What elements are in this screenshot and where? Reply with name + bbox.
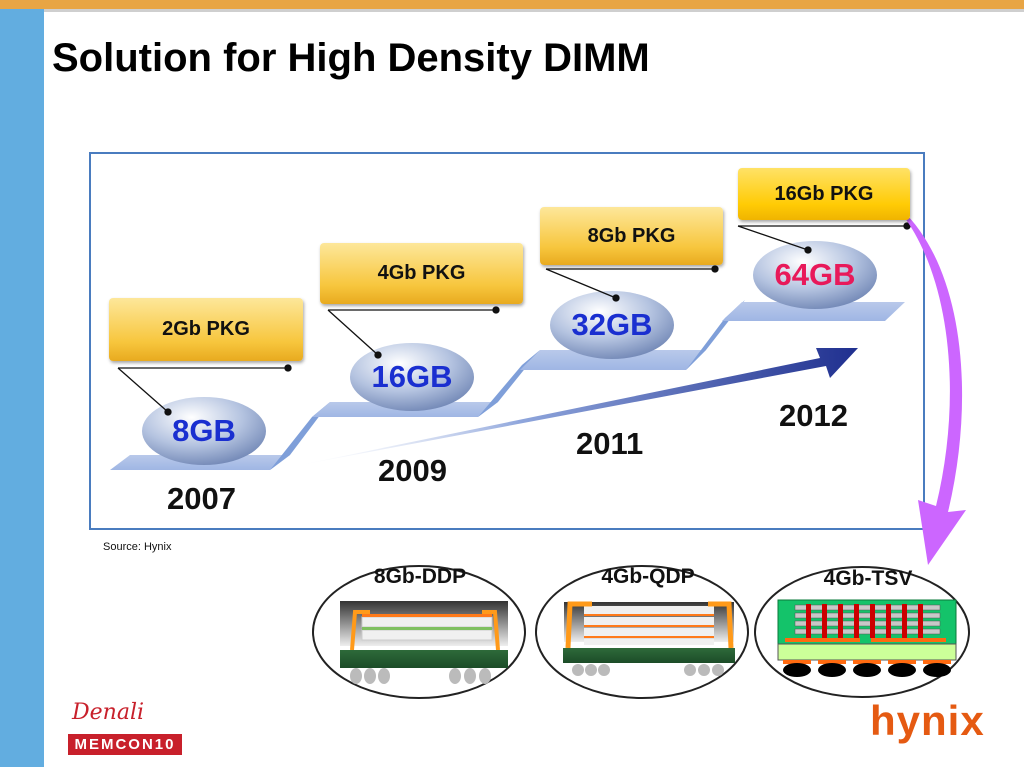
package-label-2012: 16Gb PKG: [738, 168, 910, 220]
capacity-2007: 8GB: [172, 413, 236, 448]
source-note: Source: Hynix: [103, 541, 172, 553]
left-accent-bar: [0, 9, 44, 767]
year-2012: 2012: [779, 398, 848, 433]
year-2009: 2009: [378, 453, 447, 488]
top-accent-bar: [0, 0, 1024, 9]
callout-lines: [117, 222, 911, 416]
package-label-2009: 4Gb PKG: [320, 243, 523, 304]
slide-title: Solution for High Density DIMM: [52, 36, 650, 80]
package-name-ddp: 8Gb-DDP: [373, 565, 467, 588]
stair-step-2011: [520, 350, 706, 370]
package-label-2011: 8Gb PKG: [540, 207, 723, 265]
capacity-oval-2012: [753, 241, 877, 309]
stair-riser-1: [270, 402, 330, 470]
qdp-cross-section: [563, 601, 735, 676]
capacity-2009: 16GB: [371, 359, 453, 394]
tsv-cross-section: [777, 599, 957, 677]
timeline-frame: [89, 152, 925, 530]
package-name-tsv: 4Gb-TSV: [823, 567, 913, 590]
hynix-logo: hynix: [870, 697, 985, 744]
year-2011: 2011: [576, 426, 644, 461]
denali-logo: Denali: [72, 700, 145, 725]
package-name-qdp: 4Gb-QDP: [601, 565, 695, 588]
package-label-2007: 2Gb PKG: [109, 298, 303, 361]
top-bar-shadow: [44, 9, 1024, 12]
capacity-oval-2009: [350, 343, 474, 411]
year-2007: 2007: [167, 481, 236, 516]
capacity-2011: 32GB: [571, 307, 653, 342]
capacity-oval-2011: [550, 291, 674, 359]
staircase: [110, 300, 905, 470]
ddp-cross-section: [340, 601, 508, 684]
capacity-2012: 64GB: [774, 257, 856, 292]
memcon-logo: MEMCON10: [68, 734, 182, 755]
curved-arrow: [902, 210, 966, 565]
stair-step-2012: [722, 302, 905, 321]
capacity-oval-2007: [142, 397, 266, 465]
